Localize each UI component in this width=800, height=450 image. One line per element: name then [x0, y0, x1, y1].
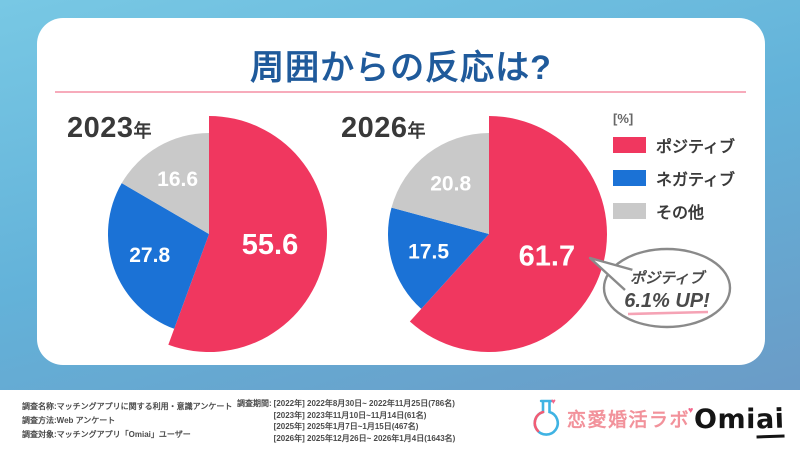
legend-item-positive: ポジティブ — [613, 133, 735, 157]
legend-label: ポジティブ — [656, 139, 736, 156]
pie-slice — [409, 116, 607, 352]
slice-value-label: 20.8 — [430, 173, 471, 196]
legend-unit-label: [%] — [613, 111, 634, 126]
legend-item-other: その他 — [613, 199, 735, 223]
pink-divider — [55, 91, 746, 93]
survey-periods: 調査期間: [2022年] 2022年8月30日~ 2022年11月25日(78… — [237, 398, 455, 444]
chart-legend: [%] ポジティブ ネガティブ その他 — [613, 111, 735, 232]
legend-item-negative: ネガティブ — [613, 166, 735, 190]
year-suffix: 年 — [407, 121, 427, 141]
footer-strip: 調査名称:マッチングアプリに関する利用・意識アンケート 調査方法:Web アンケ… — [0, 390, 800, 450]
year-number: 2026 — [341, 112, 408, 144]
slice-value-label: 55.6 — [242, 229, 298, 261]
survey-info-left: 調査名称:マッチングアプリに関する利用・意識アンケート 調査方法:Web アンケ… — [22, 400, 232, 442]
renai-konkatsu-lab-logo: ♥ 恋愛婚活ラボ ♥ — [532, 396, 695, 440]
callout-underline — [627, 310, 709, 316]
heart-icon: ♥ — [688, 405, 694, 415]
omiai-logo-prefix: Omi — [694, 404, 756, 435]
negative-swatch-icon — [613, 170, 646, 186]
pie-slice — [168, 116, 327, 352]
pie-slice — [121, 133, 209, 234]
omiai-logo-underlined: ai — [755, 403, 785, 439]
main-card: 周囲からの反応は? 2023年 2026年 55.6 27.8 16.6 61.7 1… — [37, 18, 765, 365]
survey-method-line: 調査方法:Web アンケート — [22, 416, 116, 425]
omiai-logo: Omiai — [694, 403, 785, 439]
callout-line2: 6.1% UP! — [624, 290, 710, 312]
slice-value-label: 16.6 — [157, 168, 198, 191]
survey-target-line: 調査対象:マッチングアプリ「Omiai」ユーザー — [22, 430, 191, 439]
survey-name-line: 調査名称:マッチングアプリに関する利用・意識アンケート — [22, 402, 233, 411]
period-line: [2022年] 2022年8月30日~ 2022年11月25日(786名) — [273, 399, 455, 408]
flask-icon: ♥ — [533, 397, 559, 436]
period-line: [2026年] 2025年12月26日~ 2026年1月4日(1643名) — [273, 433, 456, 443]
legend-label: その他 — [656, 205, 705, 222]
period-line: [2023年] 2023年11月10日~11月14日(61名) — [273, 410, 427, 420]
pie-chart-2026: 61.7 17.5 20.8 — [369, 114, 609, 354]
lab-logo-text: 恋愛婚活ラボ — [567, 409, 691, 431]
callout-speech-bubble: ポジティブ 6.1% UP! — [588, 247, 732, 329]
slice-value-label: 17.5 — [408, 240, 449, 263]
slice-value-label: 27.8 — [129, 244, 170, 267]
callout-line1: ポジティブ — [630, 269, 707, 287]
pie-chart-2023: 55.6 27.8 16.6 — [89, 114, 329, 354]
pie-slice — [107, 183, 209, 329]
year-suffix: 年 — [133, 121, 153, 141]
speech-bubble-tail-patch — [625, 268, 649, 292]
survey-period-lines: [2022年] 2022年8月30日~ 2022年11月25日(786名) [2… — [274, 398, 456, 444]
heart-icon: ♥ — [551, 397, 556, 406]
survey-period-label: 調査期間: — [237, 399, 272, 408]
year-number: 2023 — [67, 112, 134, 144]
year-label-2023: 2023年 — [67, 112, 152, 145]
legend-label: ネガティブ — [656, 172, 736, 189]
page-title: 周囲からの反応は? — [250, 49, 552, 87]
period-line: [2025年] 2025年1月7日~1月15日(467名) — [273, 422, 419, 431]
pie-slice — [388, 207, 489, 309]
slice-value-label: 61.7 — [519, 240, 575, 272]
other-swatch-icon — [613, 203, 646, 219]
pie-slice — [391, 133, 489, 234]
speech-bubble-body — [602, 247, 732, 329]
positive-swatch-icon — [613, 137, 646, 153]
speech-bubble-tail — [588, 256, 634, 291]
year-label-2026: 2026年 — [341, 112, 426, 145]
